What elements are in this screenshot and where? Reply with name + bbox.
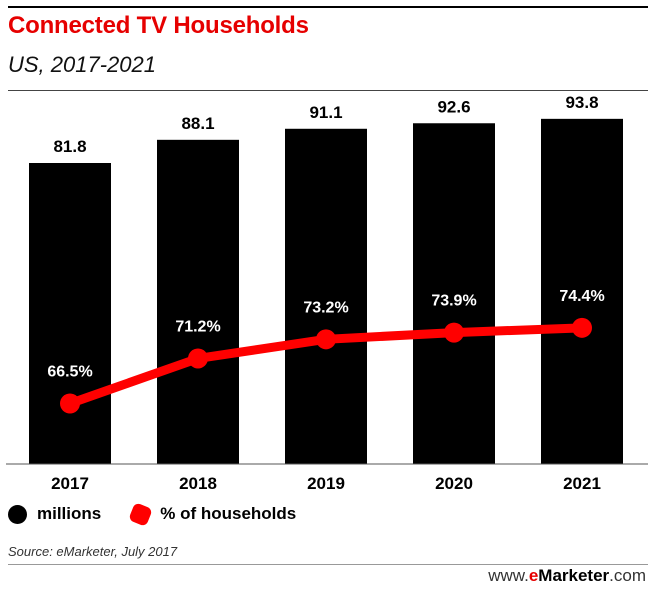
brand-e: e (528, 566, 539, 585)
bar-2019 (285, 128, 367, 464)
brand-logo: www.eMarketer.com (488, 566, 646, 586)
households-value-label-2021: 74.4% (559, 288, 604, 305)
top-rule (8, 6, 648, 8)
households-value-label-2019: 73.2% (303, 299, 348, 316)
header-divider (8, 90, 648, 91)
bar-2021 (541, 118, 623, 465)
households-value-label-2017: 66.5% (47, 364, 92, 381)
x-tick-label-2017: 2017 (51, 474, 89, 493)
households-point-2017 (60, 393, 80, 414)
bar-2020 (413, 123, 495, 465)
chart-title: Connected TV Households (8, 12, 309, 39)
footer-divider (8, 564, 648, 565)
legend-item-millions: millions (8, 504, 101, 524)
x-tick-label-2020: 2020 (435, 474, 473, 493)
bar-value-label-2020: 92.6 (437, 97, 470, 116)
legend-item-households: % of households (128, 501, 297, 527)
x-tick-label-2018: 2018 (179, 474, 217, 493)
bar-value-label-2017: 81.8 (53, 137, 86, 156)
x-tick-label-2019: 2019 (307, 474, 345, 493)
households-point-2020 (444, 322, 464, 343)
chart-subtitle: US, 2017-2021 (8, 52, 156, 77)
bar-2017 (29, 163, 111, 464)
households-point-2021 (572, 317, 592, 338)
legend-bar-swatch (8, 504, 27, 524)
households-point-2019 (316, 329, 336, 350)
bar-2018 (157, 139, 239, 464)
legend-line-swatch (128, 501, 154, 527)
bar-value-label-2019: 91.1 (309, 103, 342, 122)
brand-suffix: .com (609, 566, 646, 585)
legend-line-label: % of households (160, 504, 297, 523)
households-value-label-2020: 73.9% (431, 293, 476, 310)
x-tick-label-2021: 2021 (563, 474, 601, 493)
source-note: Source: eMarketer, July 2017 (8, 544, 178, 559)
households-value-label-2018: 71.2% (175, 318, 220, 335)
brand-name: Marketer (538, 566, 610, 585)
legend: millions % of households (8, 501, 326, 527)
bar-value-label-2021: 93.8 (565, 93, 598, 112)
legend-bar-label: millions (37, 504, 102, 523)
brand-prefix: www. (488, 566, 529, 585)
bar-value-label-2018: 88.1 (181, 114, 214, 133)
chart-area: 81.8 88.1 91.1 92.6 93.8 2017 2018 2019 2020 2021… (6, 93, 648, 493)
households-point-2018 (188, 348, 208, 369)
